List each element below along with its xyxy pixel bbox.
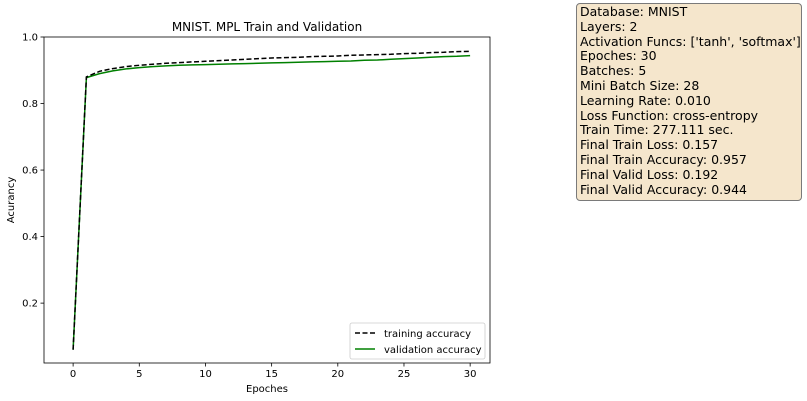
x-tick-label: 20 (331, 369, 344, 380)
legend: training accuracy validation accuracy (349, 322, 486, 360)
info-line: Epoches: 30 (580, 48, 657, 64)
chart-title: MNIST. MPL Train and Validation (172, 20, 362, 34)
info-line: Train Time: 277.111 sec. (580, 122, 734, 138)
info-line: Database: MNIST (580, 4, 688, 19)
x-tick-label: 30 (464, 369, 477, 380)
series-lines (72, 50, 471, 350)
info-line: Final Train Accuracy: 0.957 (580, 151, 747, 167)
y-tick-label: 0.6 (22, 166, 38, 177)
legend-box (349, 322, 486, 360)
plot-area (43, 36, 491, 364)
legend-label-validation: validation accuracy (384, 345, 482, 356)
info-line: Batches: 5 (580, 63, 647, 79)
y-tick-label: 0.8 (22, 99, 38, 110)
accuracy-chart: MNIST. MPL Train and Validation 0 5 10 15 20… (6, 20, 491, 395)
info-line: Learning Rate: 0.010 (580, 92, 711, 108)
validation-accuracy-line (72, 54, 471, 350)
model-info-box: Database: MNIST Layers: 2 Activation Funcs… (576, 3, 802, 201)
x-tick-label: 15 (265, 369, 278, 380)
y-axis-label: Acurancy (6, 177, 17, 224)
y-axis-ticks: 0.2 0.4 0.6 0.8 1.0 (22, 33, 44, 310)
info-line: Final Valid Loss: 0.192 (580, 166, 719, 182)
x-tick-label: 0 (70, 369, 76, 380)
info-line: Final Valid Accuracy: 0.944 (580, 181, 748, 197)
y-tick-label: 0.2 (22, 299, 38, 310)
x-axis-label: Epoches (246, 384, 288, 395)
x-tick-label: 10 (199, 369, 212, 380)
legend-label-training: training accuracy (384, 329, 471, 340)
info-line: Final Train Loss: 0.157 (580, 137, 719, 153)
training-accuracy-line (72, 50, 471, 350)
info-line: Mini Batch Size: 28 (580, 77, 700, 93)
info-line: Loss Function: cross-entropy (580, 107, 759, 123)
y-tick-label: 0.4 (22, 232, 38, 243)
x-tick-label: 5 (136, 369, 142, 380)
x-tick-label: 25 (398, 369, 411, 380)
info-line: Layers: 2 (580, 18, 638, 34)
info-line: Activation Funcs: ['tanh', 'softmax'] (580, 33, 801, 49)
x-axis-ticks: 0 5 10 15 20 25 30 (70, 363, 477, 380)
y-tick-label: 1.0 (22, 33, 38, 44)
